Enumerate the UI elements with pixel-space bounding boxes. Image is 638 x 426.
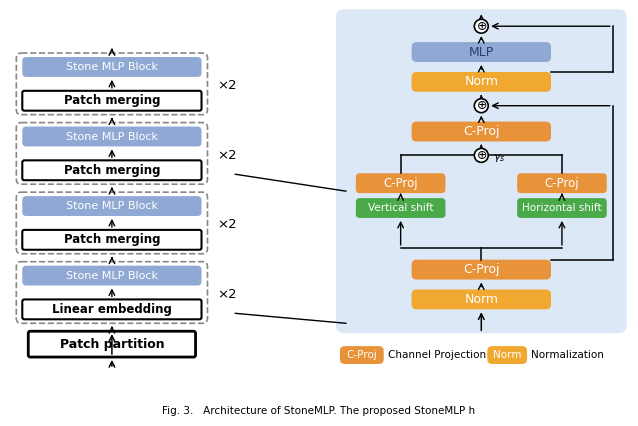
Circle shape [474,19,488,33]
Text: $\gamma_s$: $\gamma_s$ [493,153,506,164]
FancyBboxPatch shape [28,331,195,357]
Circle shape [474,99,488,112]
Text: ×2: ×2 [218,149,237,162]
FancyBboxPatch shape [517,198,607,218]
Text: Stone MLP Block: Stone MLP Block [66,271,158,281]
Text: Stone MLP Block: Stone MLP Block [66,201,158,211]
Text: Patch merging: Patch merging [64,164,160,177]
FancyBboxPatch shape [412,42,551,62]
Text: C-Proj: C-Proj [383,177,418,190]
Text: C-Proj: C-Proj [346,350,377,360]
Text: C-Proj: C-Proj [463,125,500,138]
Text: Patch merging: Patch merging [64,233,160,246]
FancyBboxPatch shape [22,91,202,111]
FancyBboxPatch shape [412,260,551,279]
FancyBboxPatch shape [487,346,527,364]
FancyBboxPatch shape [412,290,551,309]
FancyBboxPatch shape [22,57,202,77]
Text: ×2: ×2 [218,79,237,92]
Text: Vertical shift: Vertical shift [368,203,433,213]
FancyBboxPatch shape [340,346,383,364]
Text: MLP: MLP [469,46,494,58]
Text: Norm: Norm [493,350,521,360]
FancyBboxPatch shape [22,230,202,250]
Text: Channel Projection: Channel Projection [388,350,486,360]
Text: ×2: ×2 [218,219,237,231]
Text: Stone MLP Block: Stone MLP Block [66,62,158,72]
Text: Linear embedding: Linear embedding [52,303,172,316]
FancyBboxPatch shape [22,299,202,320]
Text: Stone MLP Block: Stone MLP Block [66,132,158,141]
Text: ×2: ×2 [218,288,237,301]
Text: Normalization: Normalization [531,350,604,360]
FancyBboxPatch shape [517,173,607,193]
Text: Norm: Norm [464,293,498,306]
Text: $\oplus$: $\oplus$ [476,99,487,112]
Circle shape [474,148,488,162]
Text: Patch merging: Patch merging [64,94,160,107]
FancyBboxPatch shape [356,198,445,218]
Text: $\oplus$: $\oplus$ [476,149,487,162]
FancyBboxPatch shape [356,173,445,193]
FancyBboxPatch shape [336,9,627,333]
Text: Horizontal shift: Horizontal shift [522,203,602,213]
FancyBboxPatch shape [22,127,202,147]
Text: $\oplus$: $\oplus$ [476,20,487,33]
FancyBboxPatch shape [22,160,202,180]
Text: Norm: Norm [464,75,498,88]
FancyBboxPatch shape [412,72,551,92]
FancyBboxPatch shape [22,196,202,216]
Text: C-Proj: C-Proj [463,263,500,276]
FancyBboxPatch shape [22,266,202,285]
Text: C-Proj: C-Proj [545,177,579,190]
Text: Fig. 3.   Architecture of StoneMLP. The proposed StoneMLP h: Fig. 3. Architecture of StoneMLP. The pr… [163,406,475,416]
Text: Patch partition: Patch partition [59,338,164,351]
FancyBboxPatch shape [412,121,551,141]
